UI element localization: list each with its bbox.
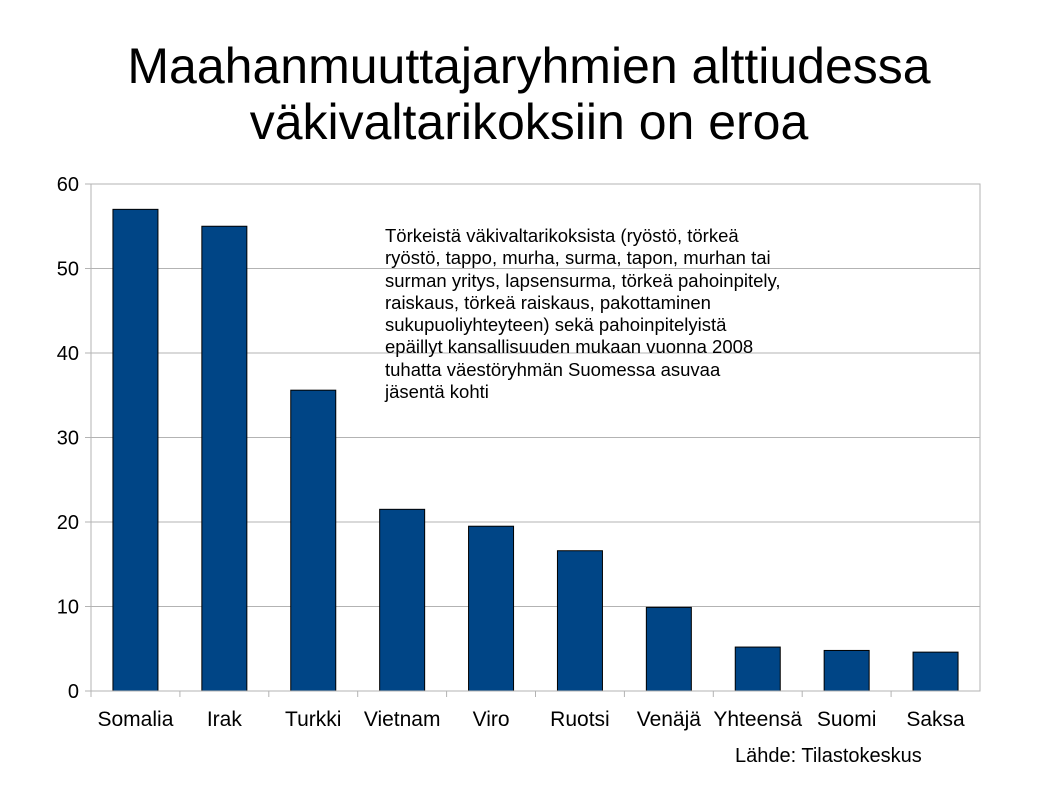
bar-suomi <box>823 649 870 692</box>
annotation-line: raiskaus, törkeä raiskaus, pakottaminen <box>385 291 711 313</box>
x-tick-label: Viro <box>473 708 510 731</box>
y-tick-label: 20 <box>57 512 79 534</box>
y-axis: 0 10 20 30 40 50 60 <box>57 174 91 703</box>
y-tick-label: 0 <box>68 681 79 703</box>
annotation-line: epäillyt kansallisuuden mukaan vuonna 20… <box>385 336 754 358</box>
bar-vietnam <box>379 508 426 692</box>
bar-viro <box>468 525 515 692</box>
x-tick-label: Irak <box>207 708 243 731</box>
y-tick-label: 60 <box>57 174 79 196</box>
x-axis: Somalia Irak Turkki Vietnam Viro Ruotsi Venäjä… <box>90 691 965 731</box>
x-tick-label: Saksa <box>906 708 965 731</box>
y-tick-label: 10 <box>57 597 79 619</box>
annotation-line: surman yritys, lapsensurma, törkeä pahoi… <box>385 269 781 291</box>
bar-irak <box>201 225 248 692</box>
bar-ruotsi <box>556 550 603 692</box>
x-tick-label: Yhteensä <box>713 708 802 731</box>
bar-saksa <box>912 651 959 692</box>
x-tick-label: Turkki <box>285 708 341 731</box>
y-tick-label: 30 <box>57 428 79 450</box>
bar-somalia <box>112 208 159 692</box>
annotation-line: ryöstö, tappo, murha, surma, tapon, murh… <box>385 247 771 269</box>
x-tick-label: Vietnam <box>364 708 441 731</box>
bar-venäjä <box>645 606 692 692</box>
y-tick-label: 40 <box>57 343 79 365</box>
slide-title-line-1: Maahanmuuttajaryhmien alttiudessa <box>127 38 931 94</box>
annotation-line: tuhatta väestöryhmän Suomessa asuvaa <box>385 358 721 380</box>
x-tick-label: Venäjä <box>637 708 702 731</box>
annotation-line: sukupuoliyhteyteen) sekä pahoinpitelyist… <box>385 314 727 336</box>
bar-yhteensä <box>734 646 781 692</box>
annotation-line: jäsentä kohti <box>385 381 489 403</box>
slide-title-line-2: väkivaltarikoksiin on eroa <box>249 94 809 150</box>
slide-title: Maahanmuuttajaryhmien alttiudessa väkiva… <box>0 38 1058 150</box>
x-tick-label: Ruotsi <box>550 708 610 731</box>
x-tick-label: Suomi <box>817 708 877 731</box>
bar-turkki <box>290 389 337 692</box>
annotation-line: Törkeistä väkivaltarikoksista (ryöstö, t… <box>385 225 739 246</box>
source-note: Lähde: Tilastokeskus <box>735 745 922 767</box>
y-tick-label: 50 <box>57 259 79 281</box>
bars <box>112 208 959 692</box>
chart-annotation: Törkeistä väkivaltarikoksista (ryöstö, t… <box>385 225 945 403</box>
x-tick-label: Somalia <box>98 708 174 731</box>
